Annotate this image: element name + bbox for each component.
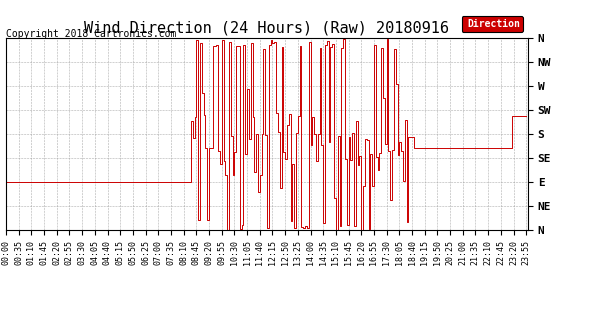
Text: Copyright 2018 Cartronics.com: Copyright 2018 Cartronics.com [6,29,176,39]
Title: Wind Direction (24 Hours) (Raw) 20180916: Wind Direction (24 Hours) (Raw) 20180916 [85,21,449,36]
Legend: Direction: Direction [461,16,523,32]
